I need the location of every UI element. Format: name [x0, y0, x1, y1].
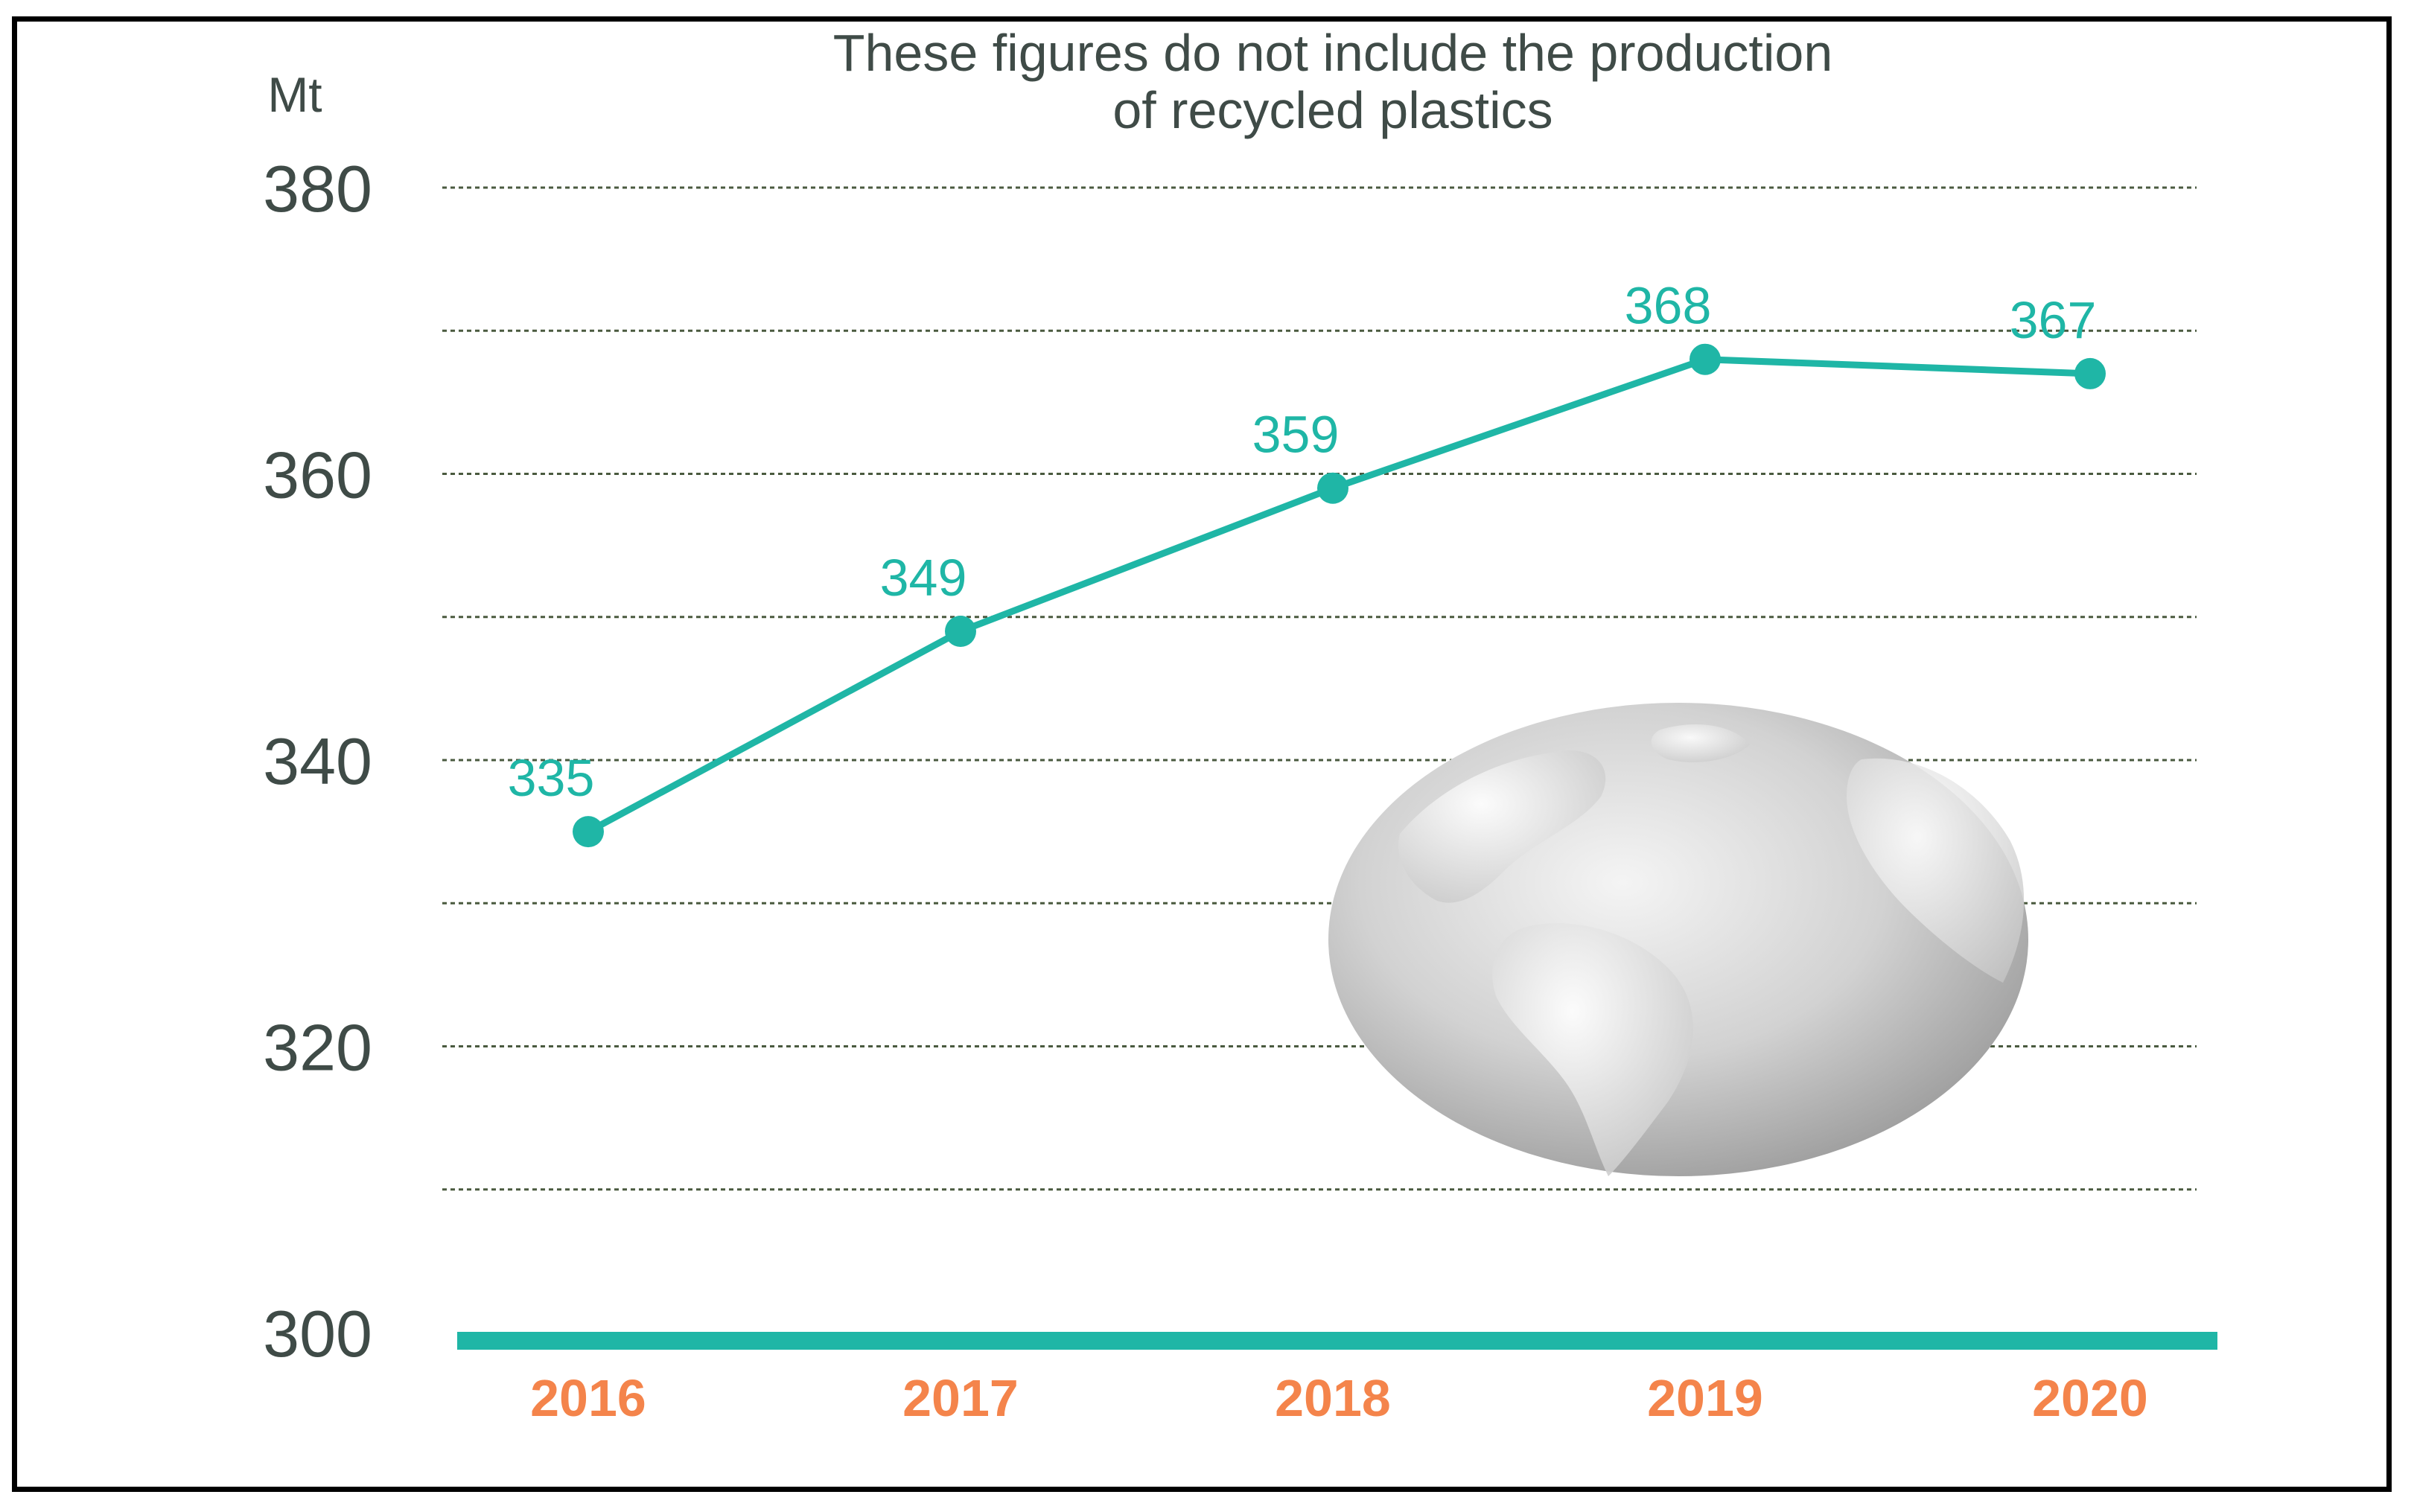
y-axis-ticks: 300 320 340 360 380 [263, 152, 372, 1371]
chart-title-line-1: These figures do not include the product… [833, 24, 1833, 82]
x-tick-label: 2016 [530, 1369, 646, 1427]
chart-frame [12, 16, 2392, 1492]
data-label: 368 [1625, 277, 1712, 335]
y-tick-label: 380 [263, 152, 372, 226]
data-point [2074, 357, 2106, 389]
data-point [1690, 343, 1721, 375]
y-axis-unit: Mt [267, 67, 322, 122]
y-tick-label: 300 [263, 1297, 372, 1371]
y-tick-label: 320 [263, 1011, 372, 1085]
x-tick-label: 2018 [1275, 1369, 1391, 1427]
data-point [945, 615, 976, 647]
data-labels: 335 349 359 368 367 [508, 277, 2097, 807]
x-tick-label: 2019 [1647, 1369, 1763, 1427]
y-tick-label: 340 [263, 724, 372, 798]
series-production [573, 343, 2106, 848]
x-tick-label: 2020 [2032, 1369, 2148, 1427]
chart-title-line-2: of recycled plastics [1112, 81, 1552, 139]
data-label: 359 [1252, 406, 1340, 464]
data-label: 367 [2010, 291, 2097, 349]
data-point [1317, 472, 1348, 504]
x-axis-ticks: 2016 2017 2018 2019 2020 [530, 1369, 2148, 1427]
data-point [573, 816, 604, 848]
data-label: 335 [508, 749, 595, 807]
x-tick-label: 2017 [902, 1369, 1019, 1427]
globe-icon [1328, 703, 2028, 1176]
data-label: 349 [880, 549, 967, 607]
y-tick-label: 360 [263, 438, 372, 512]
